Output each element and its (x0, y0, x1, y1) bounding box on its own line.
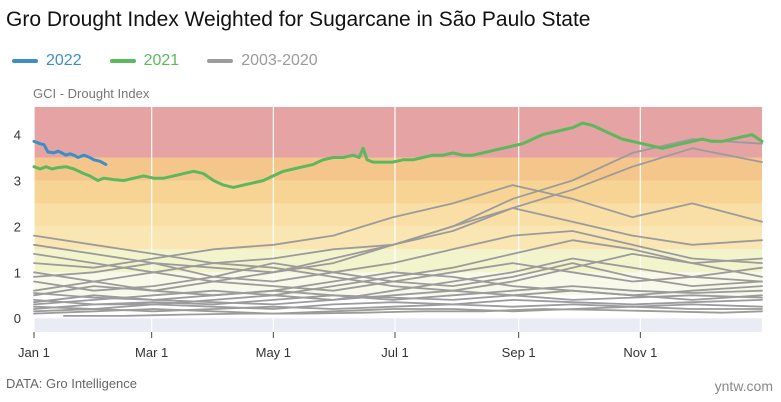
chart-title: Gro Drought Index Weighted for Sugarcane… (6, 8, 591, 31)
chart-legend: 2022 2021 2003-2020 (12, 52, 346, 70)
x-tick-label-0: Jan 1 (18, 345, 50, 360)
x-tick-label-4: Sep 1 (502, 345, 536, 360)
legend-swatch-2003-2020 (207, 59, 234, 63)
y-tick-label-4: 4 (14, 128, 21, 143)
legend-swatch-2022 (12, 59, 38, 63)
x-tick-label-5: Nov 1 (623, 345, 657, 360)
series-2003-2020-line-7 (33, 253, 763, 292)
series-2003-2020-line-2 (33, 184, 763, 269)
series-2021-line (32, 121, 764, 189)
background-band-0 (34, 318, 762, 332)
y-tick-label-1: 1 (14, 265, 21, 280)
series-2003-2020-line-17 (63, 308, 763, 317)
legend-swatch-2021 (109, 59, 136, 63)
x-tick-label-3: Jul 1 (381, 345, 408, 360)
data-source: DATA: Gro Intelligence (6, 376, 138, 391)
legend-item-2022: 2022 (12, 52, 82, 70)
y-tick-label-0: 0 (14, 311, 21, 326)
y-axis-label: GCI - Drought Index (33, 86, 150, 101)
series-2003-2020-line-15 (33, 262, 763, 292)
series-2022-line (32, 139, 108, 166)
watermark: yntw.com (714, 378, 773, 394)
series-2003-2020-line-16 (33, 289, 763, 306)
legend-item-2021: 2021 (109, 52, 180, 70)
series-2003-2020-line-14 (33, 305, 763, 315)
x-tick-label-1: Mar 1 (135, 345, 168, 360)
series-2003-2020-line-11 (33, 299, 763, 310)
series-2003-2020-line-4 (33, 230, 763, 283)
y-tick-label-2: 2 (14, 219, 21, 234)
series-2003-2020-line-5 (33, 239, 763, 306)
y-tick-label-3: 3 (14, 173, 21, 188)
background-band-5 (34, 203, 762, 227)
background-band-8 (34, 107, 762, 158)
x-tick-label-2: May 1 (256, 345, 291, 360)
legend-label-2003-2020: 2003-2020 (241, 52, 318, 69)
legend-label-2021: 2021 (143, 52, 180, 69)
background-band-7 (34, 157, 762, 181)
legend-label-2022: 2022 (46, 52, 82, 69)
background-band-2 (34, 272, 762, 296)
background-band-6 (34, 180, 762, 204)
legend-item-2003-2020: 2003-2020 (207, 52, 318, 70)
series-2003-2020-line-10 (33, 289, 763, 306)
